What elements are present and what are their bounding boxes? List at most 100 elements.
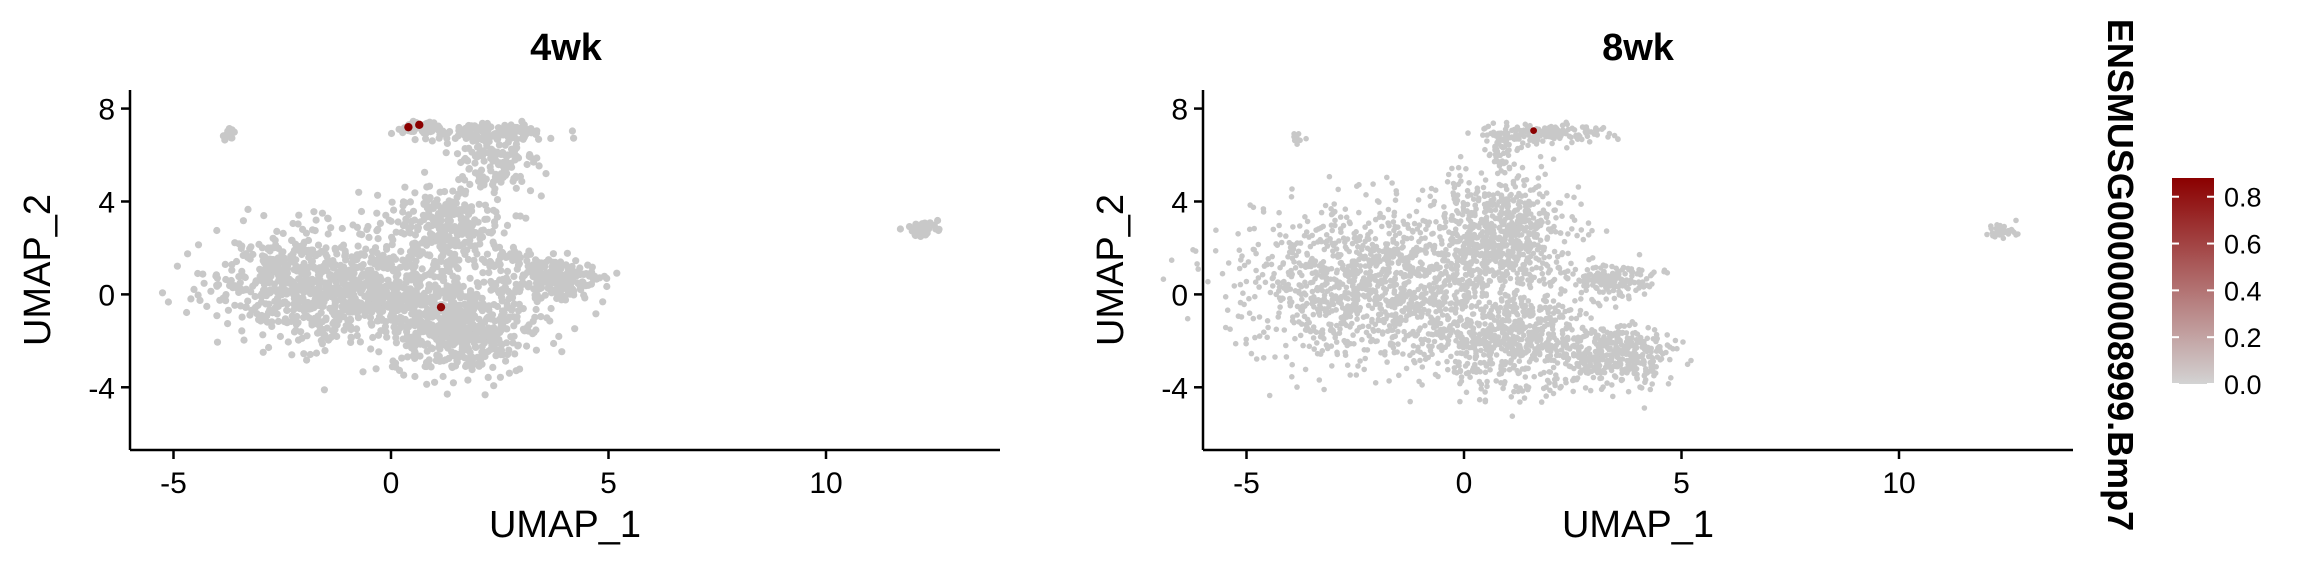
cell-point	[1317, 351, 1324, 357]
cell-point	[1523, 258, 1530, 264]
cell-point	[1458, 374, 1465, 380]
cell-point	[1470, 325, 1477, 332]
cell-point	[1391, 227, 1397, 234]
cell-point	[1194, 261, 1200, 267]
cell-point	[1486, 258, 1492, 264]
cell-point	[1416, 222, 1423, 228]
cell-point	[1442, 268, 1449, 275]
cell-point	[1441, 204, 1447, 210]
cell-point	[475, 149, 483, 157]
cell-point	[387, 129, 396, 138]
cell-point	[1518, 232, 1525, 238]
cell-point	[1479, 285, 1486, 291]
cell-point	[497, 126, 505, 134]
cell-point	[306, 252, 314, 260]
cell-point	[465, 165, 473, 173]
cell-point	[1499, 195, 1506, 202]
cell-point	[1306, 343, 1313, 350]
cell-point	[460, 206, 468, 214]
cell-point	[1484, 221, 1490, 227]
cell-point	[238, 267, 246, 275]
cell-point	[1528, 302, 1534, 309]
cell-point	[1426, 241, 1433, 248]
cell-point	[1414, 314, 1421, 320]
cell-point	[505, 369, 513, 377]
cell-point	[425, 356, 433, 364]
cell-point	[347, 286, 355, 294]
cell-point	[244, 297, 252, 305]
cell-point	[1508, 191, 1514, 198]
cell-point	[570, 134, 578, 142]
cell-point	[331, 244, 339, 252]
cell-point	[1369, 319, 1375, 325]
cell-point	[1410, 343, 1417, 349]
cell-point	[283, 306, 291, 314]
cell-point	[1527, 284, 1534, 291]
cell-point	[1553, 215, 1559, 221]
cell-point	[1262, 279, 1269, 286]
cell-point	[1522, 208, 1529, 214]
cell-point	[390, 323, 398, 331]
cell-point	[1332, 217, 1338, 224]
cell-point	[557, 264, 565, 272]
cell-point	[259, 348, 267, 356]
cell-point	[1516, 370, 1522, 376]
cell-point	[502, 357, 510, 365]
cell-point	[1540, 297, 1547, 303]
cell-point	[1430, 285, 1437, 292]
cell-point	[410, 311, 418, 319]
cell-point	[485, 123, 493, 131]
cell-point	[264, 264, 272, 272]
cell-point	[1342, 239, 1348, 246]
cell-point	[1280, 260, 1287, 266]
cell-point	[1554, 360, 1561, 366]
cell-point	[1359, 246, 1365, 253]
cell-point	[1386, 378, 1392, 384]
cell-point	[1416, 378, 1422, 385]
cell-point	[1506, 336, 1513, 343]
cell-point	[464, 255, 472, 264]
cell-point	[213, 312, 221, 320]
cell-point	[1455, 164, 1462, 171]
cell-point	[449, 379, 457, 387]
cell-point	[1481, 352, 1487, 358]
cell-point	[1493, 235, 1499, 241]
cell-point	[465, 356, 473, 364]
cell-point	[399, 256, 407, 265]
cell-point	[460, 343, 468, 351]
cell-point	[421, 325, 430, 333]
cell-point	[1355, 237, 1361, 244]
cell-point	[1487, 356, 1494, 363]
cell-point	[443, 258, 451, 266]
cell-point	[1513, 383, 1519, 390]
cell-point	[406, 319, 414, 327]
cell-point	[1459, 334, 1465, 340]
cell-point	[1493, 271, 1499, 277]
cell-point	[339, 295, 347, 303]
cell-point	[1478, 232, 1485, 238]
cell-point	[512, 250, 521, 258]
cell-point	[311, 277, 319, 285]
cell-point	[1414, 249, 1420, 255]
cell-point	[405, 225, 413, 233]
cell-point	[1441, 213, 1447, 219]
cell-point	[1449, 240, 1455, 247]
cell-point	[1483, 292, 1490, 299]
cell-point	[311, 295, 319, 303]
cell-point	[447, 296, 455, 304]
cell-point	[1583, 310, 1589, 317]
cell-point	[190, 285, 198, 293]
cell-point	[1421, 351, 1427, 358]
cell-point	[362, 245, 370, 253]
cell-point	[458, 230, 466, 238]
cell-point	[1504, 271, 1511, 277]
cell-point	[373, 285, 381, 294]
cell-point	[460, 156, 468, 164]
cell-point	[222, 291, 230, 299]
cell-point	[1412, 332, 1418, 339]
cell-point	[1512, 305, 1519, 312]
cell-point	[1291, 259, 1297, 265]
cell-point	[1378, 317, 1385, 324]
cell-point	[1519, 266, 1525, 273]
